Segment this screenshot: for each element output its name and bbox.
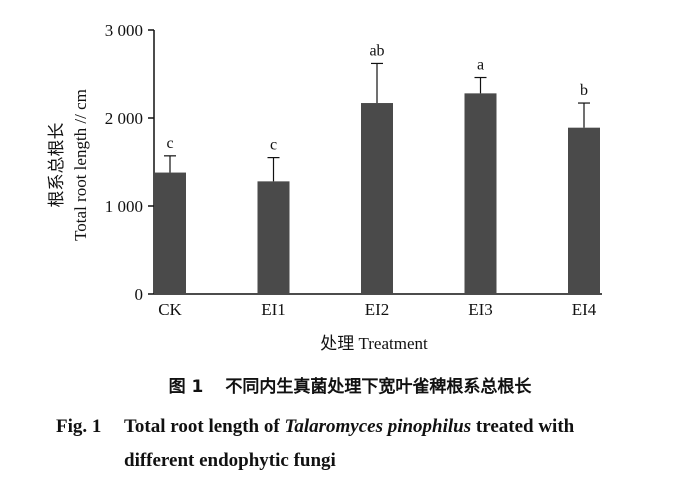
bar xyxy=(361,103,393,294)
caption-en-text-3: different endophytic fungi xyxy=(124,450,336,471)
caption-en-line-2: different endophytic fungi xyxy=(56,444,656,478)
x-tick-label: EI4 xyxy=(572,300,597,319)
y-ticks: 0 1 000 2 000 3 000 xyxy=(105,21,154,304)
caption-en-figure-number: Fig. 1 xyxy=(56,416,102,437)
caption-cn-text: 不同内生真菌处理下宽叶雀稗根系总根长 xyxy=(225,377,532,397)
x-tick-label: EI1 xyxy=(261,300,286,319)
bar xyxy=(257,181,290,294)
y-axis-title-cn: 根系总根长 xyxy=(47,123,66,208)
caption-cn-figure-number: 图 1 xyxy=(168,377,204,397)
x-tick-label: EI3 xyxy=(468,300,493,319)
y-axis-title-en: Total root length // cm xyxy=(71,89,90,241)
significance-label: ab xyxy=(369,42,384,59)
significance-label: b xyxy=(580,82,588,99)
x-axis-title: 处理 Treatment xyxy=(320,334,428,353)
caption-en-line-1: Fig. 1 Total root length of Talaromyces p… xyxy=(56,410,656,444)
significance-label: a xyxy=(477,57,484,74)
caption-en-species: Talaromyces pinophilus xyxy=(284,416,472,437)
caption-english: Fig. 1 Total root length of Talaromyces p… xyxy=(56,410,656,478)
bar xyxy=(464,93,497,294)
caption-en-text-1: Total root length of xyxy=(124,416,280,437)
y-tick-label: 0 xyxy=(135,285,144,304)
caption-chinese: 图 1 不同内生真菌处理下宽叶雀稗根系总根长 xyxy=(0,372,700,397)
bars: c CK c EI1 ab EI2 a EI3 b EI4 xyxy=(154,42,600,319)
x-tick-label: EI2 xyxy=(365,300,390,319)
bar-chart: 0 1 000 2 000 3 000 c CK c EI1 ab EI2 a EI3 b EI4 根系… xyxy=(47,21,602,353)
bar xyxy=(568,127,600,295)
y-tick-label: 3 000 xyxy=(105,21,143,40)
significance-label: c xyxy=(270,137,277,154)
significance-label: c xyxy=(166,135,173,152)
y-tick-label: 2 000 xyxy=(105,109,143,128)
bar xyxy=(154,172,186,294)
x-tick-label: CK xyxy=(158,300,182,319)
caption-en-text-2: treated with xyxy=(475,416,575,437)
y-tick-label: 1 000 xyxy=(105,197,143,216)
